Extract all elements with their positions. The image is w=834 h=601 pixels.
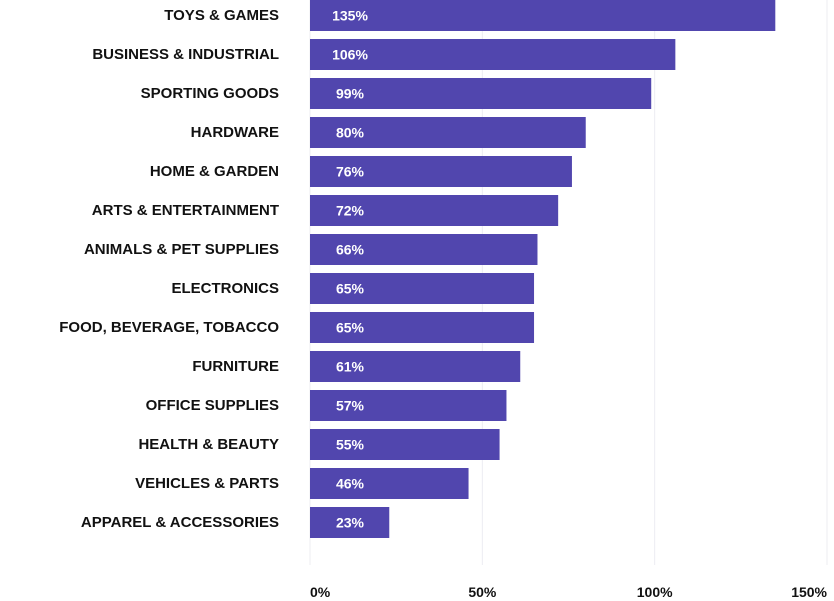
value-label: 23% <box>336 515 365 531</box>
bar <box>310 0 776 31</box>
value-label: 65% <box>336 320 365 336</box>
value-label: 135% <box>332 8 368 24</box>
category-label: OFFICE SUPPLIES <box>146 397 279 414</box>
bar <box>310 39 676 70</box>
category-label: ELECTRONICS <box>171 280 279 297</box>
value-label: 61% <box>336 359 365 375</box>
category-label: FURNITURE <box>192 358 279 375</box>
bar <box>310 312 535 343</box>
category-label: SPORTING GOODS <box>141 85 279 102</box>
value-label: 72% <box>336 203 365 219</box>
category-label: ANIMALS & PET SUPPLIES <box>84 241 279 258</box>
x-tick-label: 50% <box>468 584 497 600</box>
x-tick-label: 150% <box>791 584 827 600</box>
bar <box>310 429 500 460</box>
bar <box>310 351 521 382</box>
bar <box>310 507 390 538</box>
category-label: ARTS & ENTERTAINMENT <box>92 202 279 219</box>
bar <box>310 78 652 109</box>
value-label: 55% <box>336 437 365 453</box>
x-tick-label: 0% <box>310 584 331 600</box>
value-label: 65% <box>336 281 365 297</box>
category-label: VEHICLES & PARTS <box>135 475 279 492</box>
value-label: 106% <box>332 47 368 63</box>
category-label: BUSINESS & INDUSTRIAL <box>92 46 279 63</box>
value-label: 66% <box>336 242 365 258</box>
bars <box>310 0 776 538</box>
bar <box>310 117 586 148</box>
category-label: HARDWARE <box>191 124 279 141</box>
category-label: FOOD, BEVERAGE, TOBACCO <box>59 319 279 336</box>
x-tick-label: 100% <box>637 584 673 600</box>
value-label: 57% <box>336 398 365 414</box>
bar <box>310 468 469 499</box>
category-label: HEALTH & BEAUTY <box>138 436 279 453</box>
bar <box>310 195 559 226</box>
category-label: HOME & GARDEN <box>150 163 279 180</box>
category-labels: TOYS & GAMES BUSINESS & INDUSTRIAL SPORTIN… <box>59 7 279 531</box>
value-label: 99% <box>336 86 365 102</box>
bar <box>310 234 538 265</box>
value-labels: 135% 106% 99% 80% 76% 72% 66% 65% 65% 61% 57% 55% 46… <box>332 8 368 531</box>
value-label: 46% <box>336 476 365 492</box>
category-label: TOYS & GAMES <box>164 7 279 24</box>
value-label: 80% <box>336 125 365 141</box>
bar <box>310 390 507 421</box>
category-label: APPAREL & ACCESSORIES <box>81 514 279 531</box>
x-axis-ticks: 0% 50% 100% 150% <box>310 584 828 600</box>
bar <box>310 156 572 187</box>
value-label: 76% <box>336 164 365 180</box>
bar <box>310 273 535 304</box>
